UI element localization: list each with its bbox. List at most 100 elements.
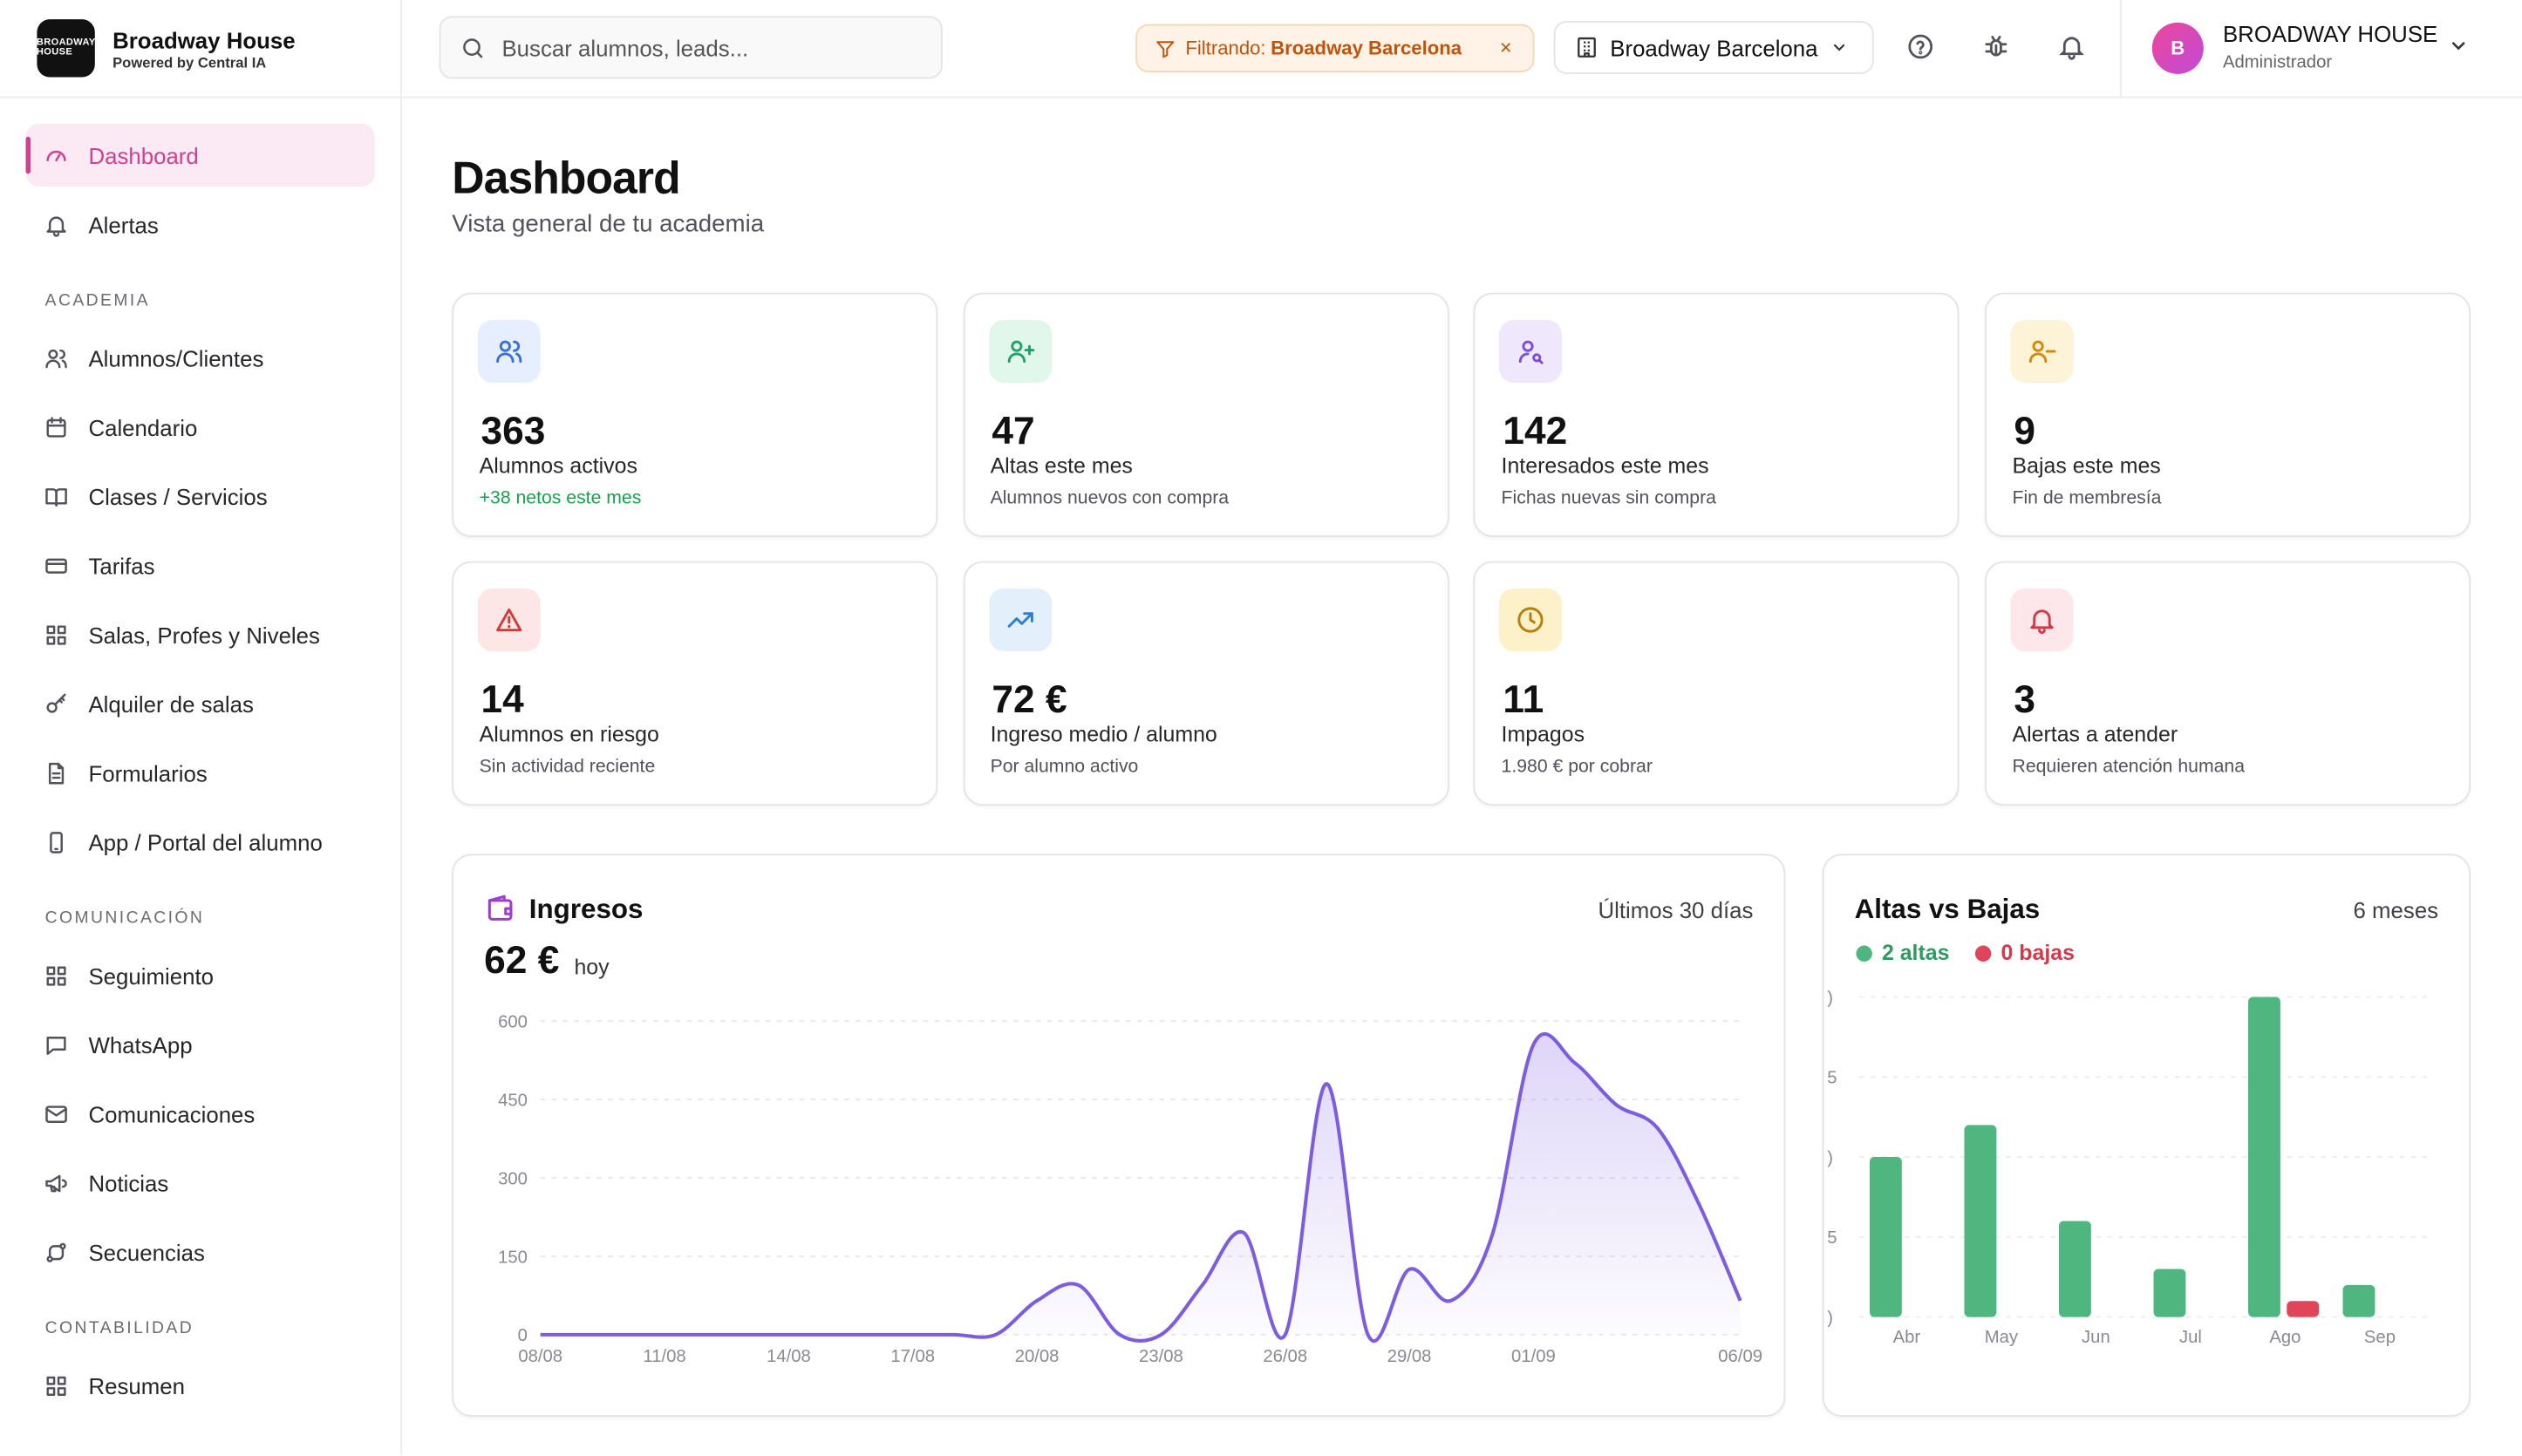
bar-y-tick: 5 [1827, 1228, 1837, 1248]
sidebar-item-tarifas[interactable]: Tarifas [26, 534, 375, 596]
stat-label: Ingreso medio / alumno [990, 722, 1217, 746]
income-x-tick: 20/08 [1015, 1347, 1060, 1366]
megaphone-icon-wrap [44, 1170, 70, 1196]
sidebar-item-comunicaciones[interactable]: Comunicaciones [26, 1082, 375, 1145]
sidebar-section-contabilidad: CONTABILIDAD [44, 1318, 194, 1338]
user-menu[interactable]: B BROADWAY HOUSE Administrador [2119, 0, 2522, 99]
location-selector[interactable]: Broadway Barcelona [1553, 20, 1874, 74]
search-input[interactable] [501, 34, 904, 61]
users-icon-wrap [44, 345, 70, 371]
filter-close-icon[interactable]: × [1499, 35, 1512, 60]
bar-x-tick: May [1985, 1328, 2019, 1347]
sidebar-item-label: Noticias [88, 1169, 169, 1196]
bell-icon [2030, 609, 2054, 635]
stat-icon-box [2010, 589, 2074, 651]
workflow-icon [46, 1242, 66, 1262]
stat-value: 11 [1503, 678, 1544, 723]
stat-label: Alertas a atender [2012, 722, 2178, 746]
stat-card-ingreso-medio-alumno[interactable]: 72 € Ingreso medio / alumno Por alumno a… [963, 561, 1449, 806]
income-x-tick: 29/08 [1387, 1347, 1432, 1366]
sidebar-item-clases-servicios[interactable]: Clases / Servicios [26, 465, 375, 527]
sidebar-item-label: Secuencias [88, 1239, 205, 1265]
file-icon [48, 761, 65, 784]
sidebar-item-label: Alquiler de salas [88, 691, 254, 717]
income-y-tick: 0 [518, 1326, 528, 1345]
sidebar-item-resumen[interactable]: Resumen [26, 1354, 375, 1417]
altas-legend-label: 2 altas [1881, 940, 1950, 965]
sidebar-item-whatsapp[interactable]: WhatsApp [26, 1013, 375, 1076]
grid-icon [46, 1375, 66, 1396]
sidebar-item-noticias[interactable]: Noticias [26, 1152, 375, 1214]
topbar: Filtrando: Broadway Barcelona × Broadway… [402, 0, 2522, 99]
altas-legend-dot [1856, 944, 1872, 962]
stat-sub: Requieren atención humana [2012, 757, 2246, 777]
stat-card-alumnos-en-riesgo[interactable]: 14 Alumnos en riesgo Sin actividad recie… [452, 561, 938, 806]
income-y-tick: 450 [498, 1091, 528, 1110]
bajas-legend-dot [1974, 944, 1992, 962]
sidebar-item-formularios[interactable]: Formularios [26, 741, 375, 804]
income-chart: 0 150 300 450 600 08/08 11/08 14/08 17/08 20/08 23… [498, 1013, 1762, 1367]
help-icon[interactable] [1906, 32, 1935, 61]
sidebar-item-alertas[interactable]: Alertas [26, 193, 375, 255]
stat-card-bajas-este-mes[interactable]: 9 Bajas este mes Fin de membresía [1985, 292, 2471, 538]
sidebar-item-app-portal-del-alumno[interactable]: App / Portal del alumno [26, 811, 375, 874]
sidebar-item-label: App / Portal del alumno [88, 828, 323, 855]
smartphone-icon [50, 831, 63, 853]
notification-bell-icon[interactable] [2057, 32, 2086, 61]
stat-icon-box [2010, 320, 2074, 383]
sidebar-item-dashboard[interactable]: Dashboard [25, 124, 375, 187]
calendar-icon-wrap [44, 414, 70, 440]
altas-bajas-chart: ) 5) 5) Abr May Jun Jul Ago Sep [1827, 989, 2428, 1347]
sidebar-item-label: Clases / Servicios [88, 483, 268, 509]
bug-icon[interactable] [1981, 32, 2010, 61]
stat-card-alertas-a-atender[interactable]: 3 Alertas a atender Requieren atención h… [1985, 561, 2471, 806]
stat-sub: Fichas nuevas sin compra [1501, 488, 1716, 508]
stat-card-interesados-este-mes[interactable]: 142 Interesados este mes Fichas nuevas s… [1474, 292, 1960, 538]
brand-tagline: Powered by Central IA [112, 53, 267, 71]
altas-bajas-range[interactable]: 6 meses [2353, 897, 2439, 923]
income-range[interactable]: Últimos 30 días [1598, 897, 1754, 923]
user-minus-icon [2029, 340, 2056, 364]
bajas-legend-label: 0 bajas [2001, 940, 2075, 965]
clock-icon [1518, 607, 1544, 633]
bar-x-tick: Ago [2269, 1328, 2300, 1347]
bar-altas-sep [2342, 1284, 2375, 1317]
income-title: Ingresos [528, 894, 644, 925]
income-today-label: hoy [574, 955, 610, 980]
stat-icon-box [477, 589, 541, 651]
gauge-icon [46, 149, 66, 161]
stat-card-impagos[interactable]: 11 Impagos 1.980 € por cobrar [1474, 561, 1960, 806]
sidebar-item-alumnos-clientes[interactable]: Alumnos/Clientes [26, 326, 375, 389]
sidebar-section-academia: ACADEMIA [44, 290, 150, 310]
sidebar-item-seguimiento[interactable]: Seguimiento [26, 944, 375, 1007]
filter-chip[interactable]: Filtrando: Broadway Barcelona × [1135, 24, 1535, 72]
stat-card-altas-este-mes[interactable]: 47 Altas este mes Alumnos nuevos con com… [963, 292, 1449, 538]
chevron-down-icon[interactable] [2448, 36, 2469, 57]
sidebar-item-alquiler-de-salas[interactable]: Alquiler de salas [26, 672, 375, 735]
workflow-icon-wrap [44, 1239, 70, 1265]
user-plus-icon [1007, 340, 1034, 364]
main-content: Dashboard Vista general de tu academia 3… [402, 99, 2522, 1456]
mail-icon [45, 1105, 67, 1123]
sidebar-item-label: Formularios [88, 759, 208, 786]
sidebar-item-salas-profes-y-niveles[interactable]: Salas, Profes y Niveles [26, 603, 375, 666]
gauge-icon-wrap [44, 142, 70, 168]
brand-logo-text: BROADWAY HOUSE [36, 38, 96, 58]
income-area [540, 1033, 1741, 1342]
altas-bajas-panel: Altas vs Bajas 6 meses 2 altas 0 bajas )… [1822, 854, 2471, 1417]
income-x-tick: 01/09 [1511, 1347, 1556, 1366]
income-x-tick: 23/08 [1139, 1347, 1183, 1366]
bar-bajas-ago [2287, 1301, 2320, 1317]
filter-value: Broadway Barcelona [1271, 37, 1462, 60]
brand-logo[interactable]: BROADWAY HOUSE [36, 19, 96, 78]
sidebar-item-label: Seguimiento [88, 962, 214, 989]
stat-sub: +38 netos este mes [479, 488, 642, 508]
search-box[interactable] [439, 16, 943, 79]
income-today-value: 62 € [484, 939, 560, 983]
sidebar-item-calendario[interactable]: Calendario [26, 396, 375, 459]
grid-icon-wrap [44, 622, 70, 648]
avatar[interactable]: B [2151, 22, 2204, 74]
sidebar-item-secuencias[interactable]: Secuencias [26, 1221, 375, 1283]
bar-y-tick: ) [1827, 989, 1833, 1008]
stat-card-alumnos-activos[interactable]: 363 Alumnos activos +38 netos este mes [452, 292, 938, 538]
